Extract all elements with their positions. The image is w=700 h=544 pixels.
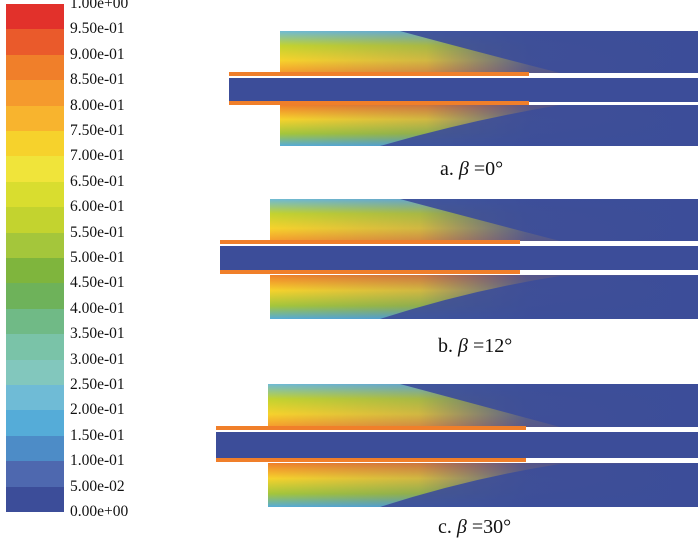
caption-a-beta: β	[458, 158, 469, 180]
legend-tick-label: 3.50e-01	[70, 325, 125, 343]
caption-c-beta: β	[456, 516, 467, 538]
legend-tick-label: 1.00e+00	[70, 0, 129, 12]
caption-a-label: a.	[440, 158, 454, 180]
legend-tick-label: 8.00e-01	[70, 96, 125, 114]
legend-tick-label: 4.50e-01	[70, 274, 125, 292]
legend-swatch	[6, 54, 64, 81]
legend-tick-label: 1.50e-01	[70, 426, 125, 444]
caption-c-equals: =	[471, 516, 484, 538]
colour-legend	[6, 4, 64, 513]
legend-tick-label: 8.50e-01	[70, 71, 125, 89]
legend-swatch	[6, 461, 64, 488]
legend-swatch	[6, 232, 64, 259]
legend-tick-label: 5.50e-01	[70, 223, 125, 241]
legend-tick-label: 5.00e-01	[70, 249, 125, 266]
caption-b-label: b.	[438, 335, 453, 357]
legend-swatch	[6, 181, 64, 208]
panel-b-contour	[220, 199, 698, 319]
legend-tick-label: 6.00e-01	[70, 198, 125, 216]
legend-swatch	[6, 29, 64, 56]
legend-swatch	[6, 334, 64, 361]
legend-swatch	[6, 258, 64, 284]
caption-b: b. β =12°	[438, 335, 512, 358]
legend-swatch	[6, 486, 64, 513]
panel-a-contour	[229, 31, 698, 146]
legend-tick-label: 7.50e-01	[70, 122, 125, 139]
caption-b-beta: β	[458, 335, 468, 357]
legend-tick-label: 4.00e-01	[70, 299, 125, 317]
legend-swatch	[6, 105, 64, 132]
legend-tick-label: 2.00e-01	[70, 401, 125, 419]
legend-tick-label: 1.00e-01	[70, 452, 125, 470]
legend-tick-label: 3.00e-01	[70, 350, 125, 368]
legend-swatch	[6, 435, 64, 462]
legend-swatch	[6, 359, 64, 386]
legend-tick-label: 6.50e-01	[70, 172, 125, 190]
legend-swatch	[6, 308, 64, 335]
legend-tick-label: 2.50e-01	[70, 376, 125, 393]
legend-tick-label: 5.00e-02	[70, 477, 125, 495]
legend-swatch	[6, 80, 64, 107]
legend-swatch	[6, 207, 64, 234]
legend-tick-label: 9.50e-01	[70, 20, 125, 38]
caption-b-equals: =	[472, 335, 485, 357]
legend-tick-label: 0.00e+00	[70, 503, 129, 520]
legend-swatch	[6, 385, 64, 411]
legend-swatch	[6, 156, 64, 183]
caption-c-angle: 30°	[483, 516, 512, 538]
panel-c-contour	[216, 384, 698, 507]
legend-swatch	[6, 283, 64, 310]
legend-swatch	[6, 4, 64, 30]
caption-b-angle: 12°	[484, 335, 513, 357]
caption-a-angle: 0°	[485, 158, 504, 180]
legend-swatch	[6, 131, 64, 157]
caption-a-equals: =	[473, 158, 486, 180]
caption-c-label: c.	[438, 516, 452, 538]
legend-tick-label: 9.00e-01	[70, 45, 125, 63]
caption-c: c. β =30°	[438, 516, 511, 539]
legend-swatch	[6, 410, 64, 437]
caption-a: a. β =0°	[440, 158, 503, 181]
legend-tick-label: 7.00e-01	[70, 147, 125, 165]
